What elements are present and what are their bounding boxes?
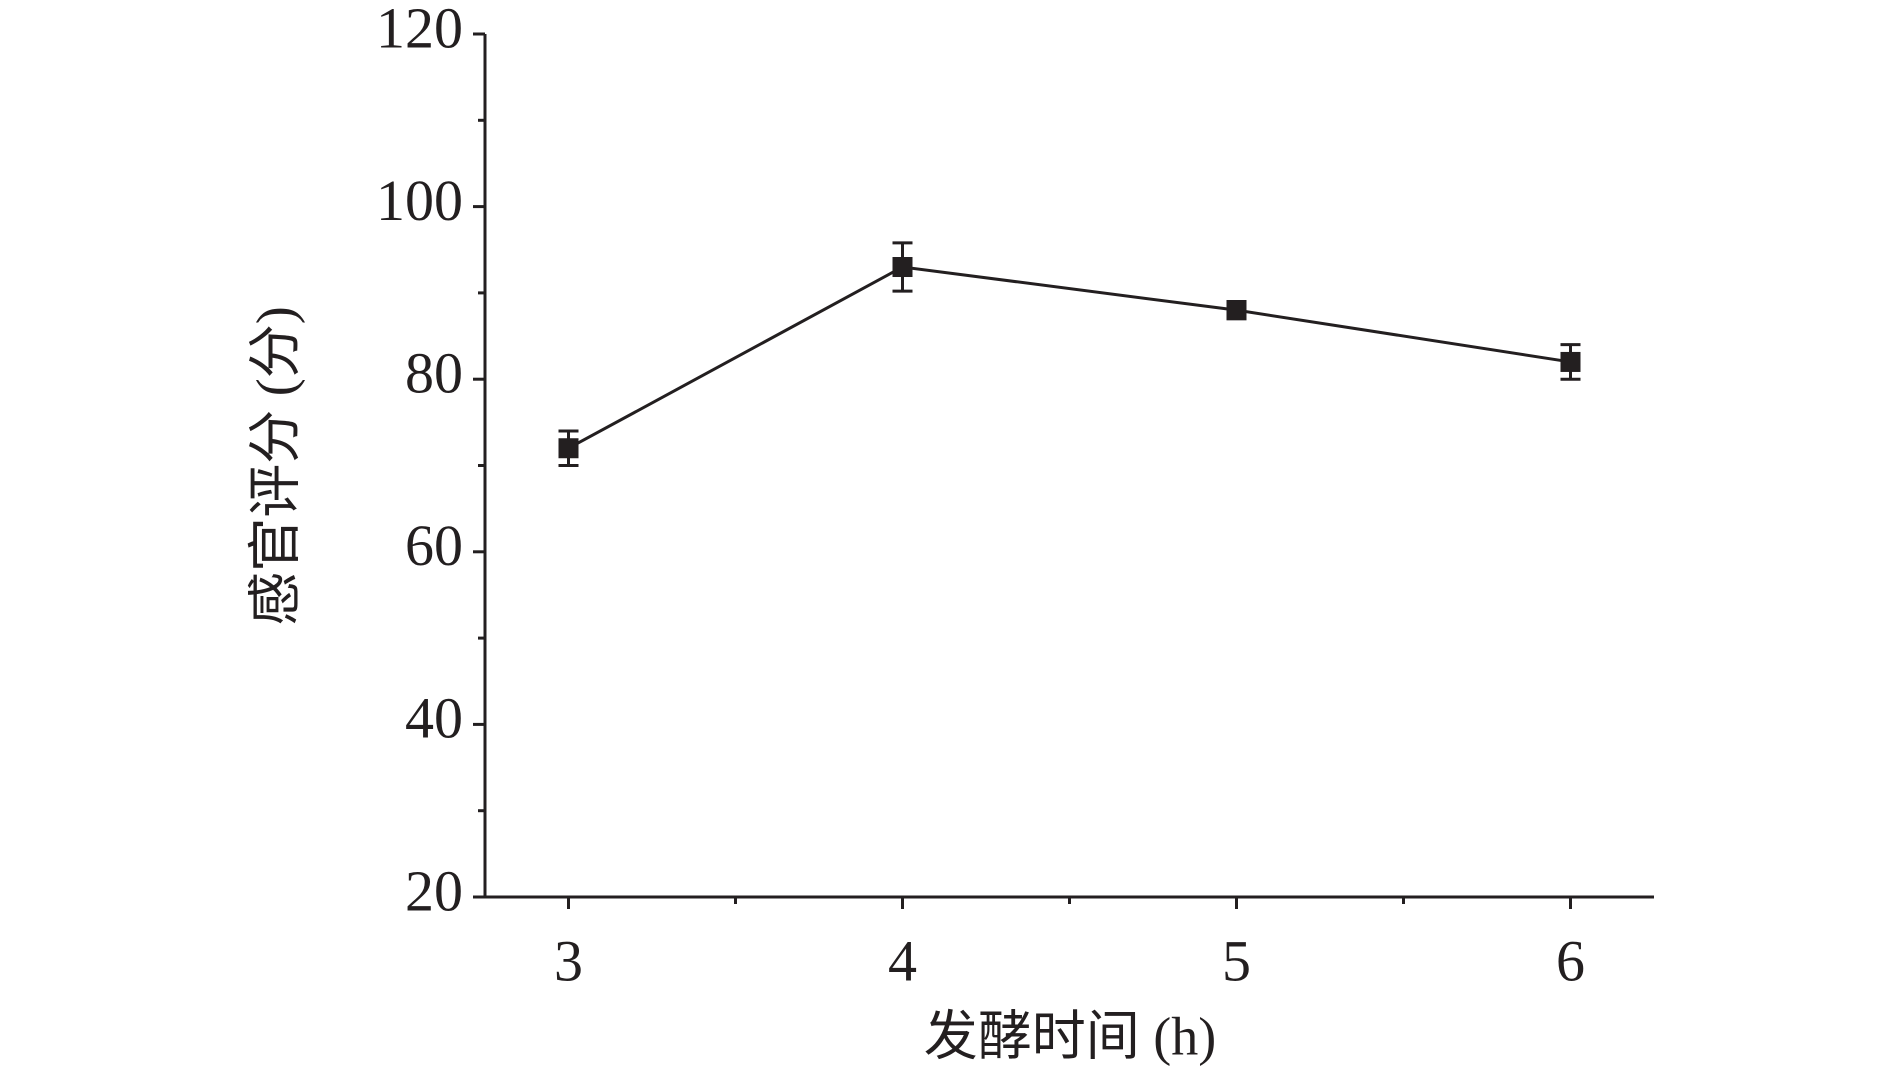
y-tick-label: 20 <box>405 858 463 923</box>
data-line <box>567 265 1571 450</box>
y-tick-label: 80 <box>405 341 463 406</box>
x-tick-label: 4 <box>888 928 917 993</box>
x-tick-label: 3 <box>554 928 583 993</box>
y-tick-label: 60 <box>405 513 463 578</box>
y-tick-label: 120 <box>376 0 463 60</box>
marker <box>892 257 913 278</box>
x-tick-label: 6 <box>1556 928 1585 993</box>
y-tick-label: 100 <box>376 168 463 233</box>
marker <box>1226 300 1247 321</box>
y-axis-title: 感官评分 (分) <box>245 306 305 625</box>
x-tick-label: 5 <box>1222 928 1251 993</box>
y-tick-label: 40 <box>405 686 463 751</box>
x-axis-title: 发酵时间 (h) <box>924 1006 1216 1066</box>
marker <box>558 438 579 459</box>
marker <box>1560 351 1581 372</box>
